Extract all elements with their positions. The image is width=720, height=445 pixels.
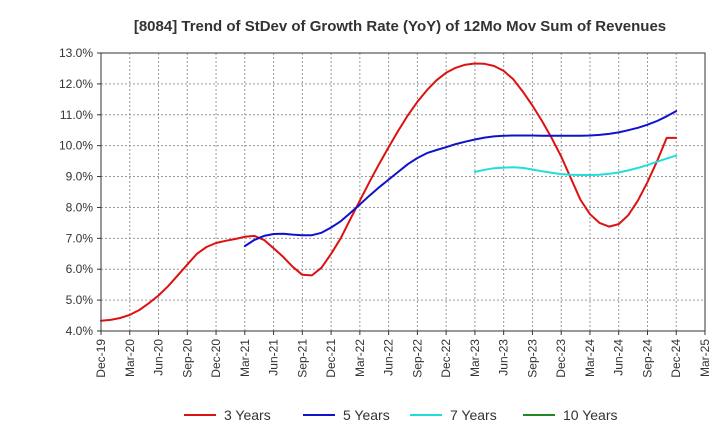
y-tick-label: 4.0% — [66, 324, 94, 338]
x-tick-label: Mar-23 — [468, 339, 482, 377]
x-tick-label: Sep-20 — [180, 339, 194, 378]
y-tick-label: 8.0% — [66, 200, 94, 214]
x-tick-label: Dec-19 — [94, 339, 108, 378]
x-tick-label: Dec-24 — [669, 339, 683, 378]
x-tick-label: Mar-24 — [583, 339, 597, 377]
x-tick-label: Jun-21 — [267, 339, 281, 376]
x-tick-label: Sep-23 — [525, 339, 539, 378]
x-tick-label: Jun-20 — [152, 339, 166, 376]
series-layer — [100, 62, 678, 322]
legend-label-3-years: 3 Years — [224, 407, 271, 423]
x-tick-label: Sep-21 — [295, 339, 309, 378]
y-tick-label: 10.0% — [59, 139, 93, 153]
y-tick-label: 11.0% — [60, 108, 93, 122]
series-line-5-years — [243, 110, 678, 248]
axis-layer: 4.0% 5.0% 6.0% 7.0% 8.0% 9.0% 10.0% 11.0% 12.0% 1… — [59, 46, 712, 378]
plot-area — [101, 53, 705, 331]
x-tick-label: Sep-22 — [410, 339, 424, 378]
x-tick-label: Dec-23 — [554, 339, 568, 378]
x-tick-label: Jun-22 — [382, 339, 396, 376]
x-tick-label: Jun-23 — [497, 339, 511, 376]
x-tick-label: Sep-24 — [640, 339, 654, 378]
x-tick-label: Mar-25 — [698, 339, 712, 377]
legend: 3 Years 5 Years 7 Years 10 Years — [184, 407, 618, 423]
grid-layer — [100, 52, 706, 332]
x-tick-label: Dec-21 — [324, 339, 338, 378]
y-tick-label: 7.0% — [66, 231, 94, 245]
x-tick-label: Jun-24 — [612, 339, 626, 376]
x-tick-label: Mar-20 — [123, 339, 137, 377]
legend-label-5-years: 5 Years — [343, 407, 390, 423]
plot-border — [100, 52, 706, 332]
y-tick-label: 6.0% — [66, 262, 94, 276]
y-tick-label: 12.0% — [59, 77, 93, 91]
chart-title: [8084] Trend of StDev of Growth Rate (Yo… — [134, 18, 666, 35]
series-line-7-years — [473, 154, 678, 176]
y-tick-label: 5.0% — [66, 293, 94, 307]
x-tick-label: Dec-22 — [439, 339, 453, 378]
y-tick-label: 9.0% — [66, 170, 94, 184]
legend-label-10-years: 10 Years — [563, 407, 618, 423]
series-line-3-years — [100, 62, 678, 322]
x-tick-label: Mar-21 — [238, 339, 252, 377]
legend-label-7-years: 7 Years — [450, 407, 497, 423]
y-tick-label: 13.0% — [59, 46, 93, 60]
x-tick-label: Dec-20 — [209, 339, 223, 378]
x-tick-label: Mar-22 — [353, 339, 367, 377]
